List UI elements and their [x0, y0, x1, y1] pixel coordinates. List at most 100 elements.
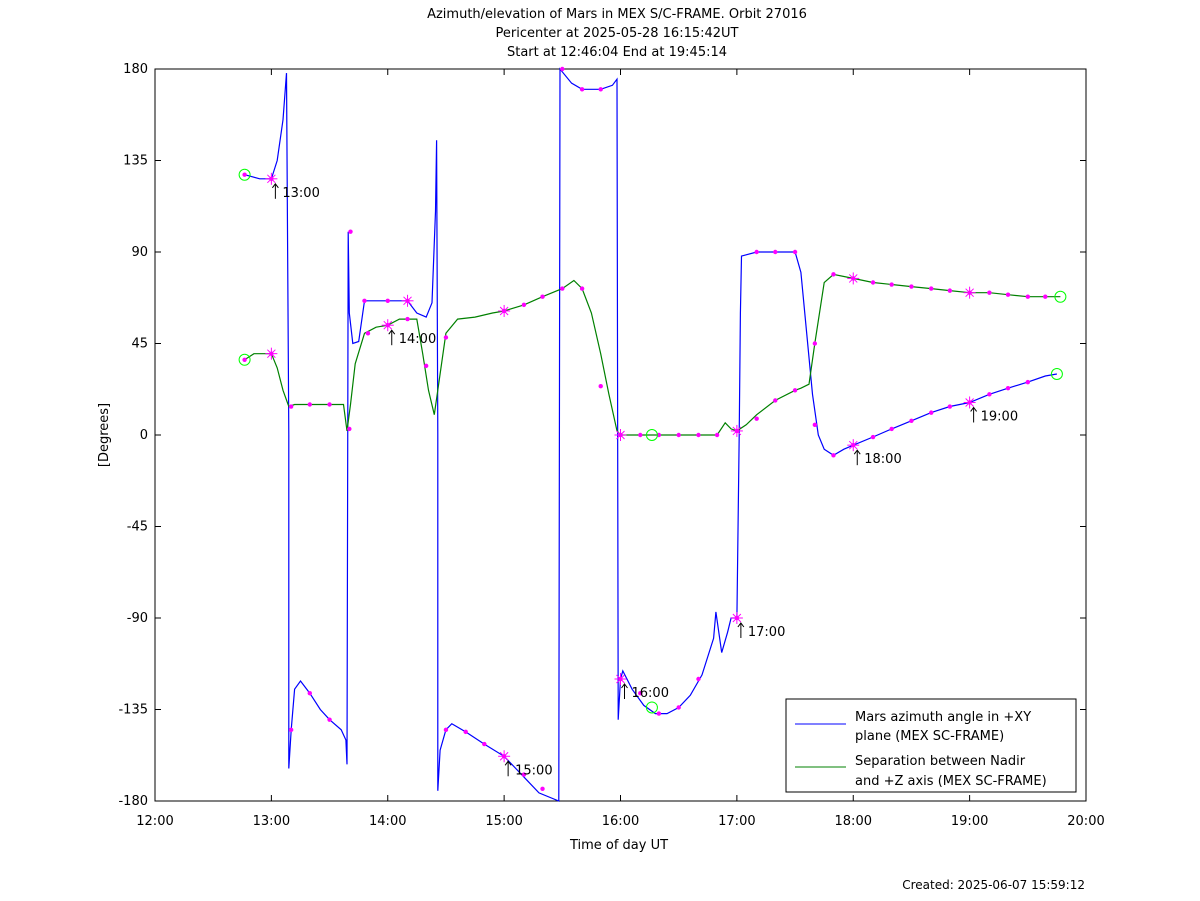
axis-ticks: [154, 68, 1087, 802]
y-tick-label: -180: [118, 794, 148, 809]
endpoint-circle-marker: [1054, 290, 1067, 303]
data-point-marker: [656, 711, 662, 716]
data-point-marker: [987, 392, 992, 397]
data-point-marker: [889, 426, 894, 432]
data-point-marker: [443, 727, 449, 733]
data-point-marker: [909, 284, 914, 289]
data-point-marker: [1005, 292, 1011, 297]
y-tick-label: -90: [127, 611, 148, 626]
endpoint-circle-marker: [1050, 368, 1063, 380]
annotation-arrow-head: [853, 449, 861, 455]
legend-label-separation-line-2: and +Z axis (MEX SC-FRAME): [855, 774, 1047, 789]
y-tick-label: 45: [131, 337, 148, 352]
annotation-arrow-head: [737, 622, 745, 628]
annotation-label: 15:00: [515, 763, 552, 778]
x-tick-label: 16:00: [602, 814, 639, 829]
annotation-arrow-head: [504, 760, 512, 766]
x-tick-label: 20:00: [1067, 814, 1104, 829]
time-annotation: 15:00: [504, 760, 553, 778]
annotation-label: 18:00: [864, 452, 901, 467]
marker-layer: [238, 66, 1067, 791]
data-point-marker: [947, 404, 953, 409]
annotation-label: 17:00: [748, 625, 785, 640]
data-point-marker: [870, 434, 876, 440]
hour-star-marker: [730, 424, 743, 437]
data-point-marker: [348, 229, 353, 234]
data-point-marker: [288, 404, 294, 409]
endpoint-circle-marker: [238, 168, 251, 181]
data-point-marker: [831, 453, 836, 458]
x-tick-labels: 12:00 13:00 14:00 15:00 16:00 17:00 18:00 19:00…: [136, 814, 1104, 829]
time-annotation: 14:00: [388, 329, 436, 347]
y-tick-label: -135: [118, 703, 148, 718]
x-tick-label: 13:00: [253, 814, 290, 829]
data-point-marker: [929, 410, 934, 415]
data-point-marker: [579, 87, 585, 92]
hour-star-marker: [381, 319, 394, 332]
hour-star-marker: [847, 272, 860, 285]
data-point-marker: [947, 288, 953, 293]
data-point-marker: [463, 729, 468, 735]
x-tick-label: 12:00: [136, 814, 173, 829]
y-tick-label: 135: [123, 154, 148, 169]
data-point-marker: [242, 357, 247, 362]
endpoint-circle-marker: [645, 429, 658, 441]
data-point-marker: [792, 249, 798, 255]
data-point-marker: [1005, 386, 1011, 391]
data-point-marker: [909, 418, 914, 423]
y-tick-label: 0: [140, 428, 148, 443]
data-point-marker: [773, 398, 778, 403]
annotation-arrow-head: [388, 329, 396, 335]
data-point-marker: [831, 272, 836, 277]
annotation-label: 14:00: [399, 332, 436, 347]
hour-star-marker: [730, 612, 743, 624]
x-tick-label: 17:00: [718, 814, 755, 829]
data-point-marker: [812, 341, 818, 346]
data-point-marker: [987, 290, 992, 295]
x-tick-label: 19:00: [951, 814, 988, 829]
data-point-marker: [288, 727, 294, 733]
hour-star-marker: [847, 439, 860, 452]
data-point-marker: [696, 432, 701, 438]
data-point-marker: [327, 402, 332, 407]
hour-star-marker: [265, 172, 278, 185]
data-point-marker: [638, 691, 643, 696]
hour-star-marker: [614, 429, 627, 441]
y-tick-labels: 180 135 90 45 0 -45 -90 -135 -180: [118, 62, 148, 809]
y-tick-label: 90: [131, 245, 148, 260]
data-point-marker: [540, 786, 545, 791]
data-point-marker: [714, 432, 720, 438]
data-point-marker: [405, 316, 410, 322]
data-point-marker: [676, 432, 681, 438]
data-point-marker: [1043, 294, 1048, 299]
y-tick-label: -45: [127, 520, 148, 535]
data-point-marker: [540, 294, 545, 299]
chart-title-line-3: Start at 12:46:04 End at 19:45:14: [507, 45, 727, 60]
data-point-marker: [521, 772, 527, 777]
time-annotation: 18:00: [853, 449, 902, 467]
data-point-marker: [443, 335, 449, 340]
data-point-marker: [242, 172, 247, 177]
data-point-marker: [347, 426, 352, 432]
data-point-marker: [385, 298, 390, 303]
hour-star-marker: [498, 304, 511, 317]
x-axis-label: Time of day UT: [569, 838, 668, 853]
data-point-marker: [362, 298, 367, 303]
hour-star-marker: [265, 347, 278, 360]
hour-star-marker: [963, 286, 976, 299]
data-point-marker: [1025, 294, 1031, 299]
legend-label-azimuth-line-2: plane (MEX SC-FRAME): [855, 729, 1004, 744]
y-axis-label: [Degrees]: [97, 403, 112, 467]
annotation-arrow-head: [970, 406, 978, 412]
data-point-marker: [792, 388, 798, 393]
data-point-marker: [773, 249, 778, 255]
annotation-label: 19:00: [981, 409, 1018, 424]
data-point-marker: [929, 286, 934, 291]
y-tick-label: 180: [123, 62, 148, 77]
chart-title-line-1: Azimuth/elevation of Mars in MEX S/C-FRA…: [427, 7, 807, 22]
annotation-arrow-head: [621, 683, 628, 689]
hour-star-marker: [614, 673, 627, 685]
data-point-marker: [812, 422, 818, 428]
legend-box: [785, 698, 1077, 793]
